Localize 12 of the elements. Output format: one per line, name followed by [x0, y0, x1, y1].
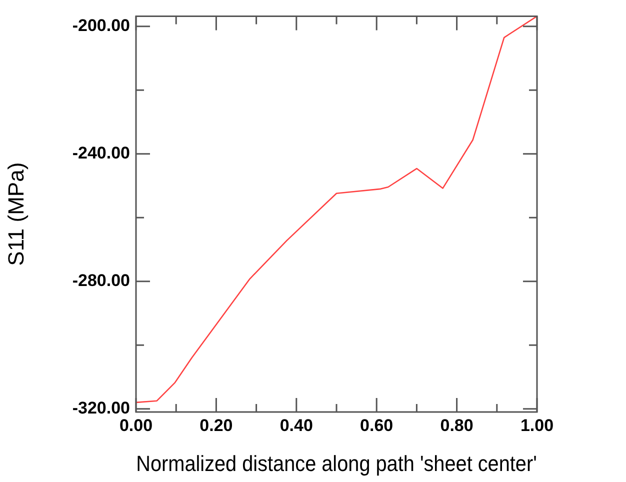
y-tick-label: -240.00 — [72, 144, 130, 163]
y-tick-label: -200.00 — [72, 16, 130, 36]
x-tick-label: 0.00 — [119, 416, 153, 435]
x-axis-title: Normalized distance along path 'sheet center' — [136, 452, 537, 476]
y-axis-title: S11 (MPa) — [3, 162, 28, 266]
x-tick-label: 0.60 — [360, 416, 394, 435]
x-tick-label: 0.20 — [200, 416, 233, 435]
x-tick-label: 0.40 — [280, 416, 313, 435]
y-tick-label: -320.00 — [72, 398, 130, 418]
x-tick-label: 1.00 — [520, 416, 554, 435]
y-tick-label: -280.00 — [72, 271, 130, 290]
x-tick-label: 0.80 — [440, 416, 474, 435]
